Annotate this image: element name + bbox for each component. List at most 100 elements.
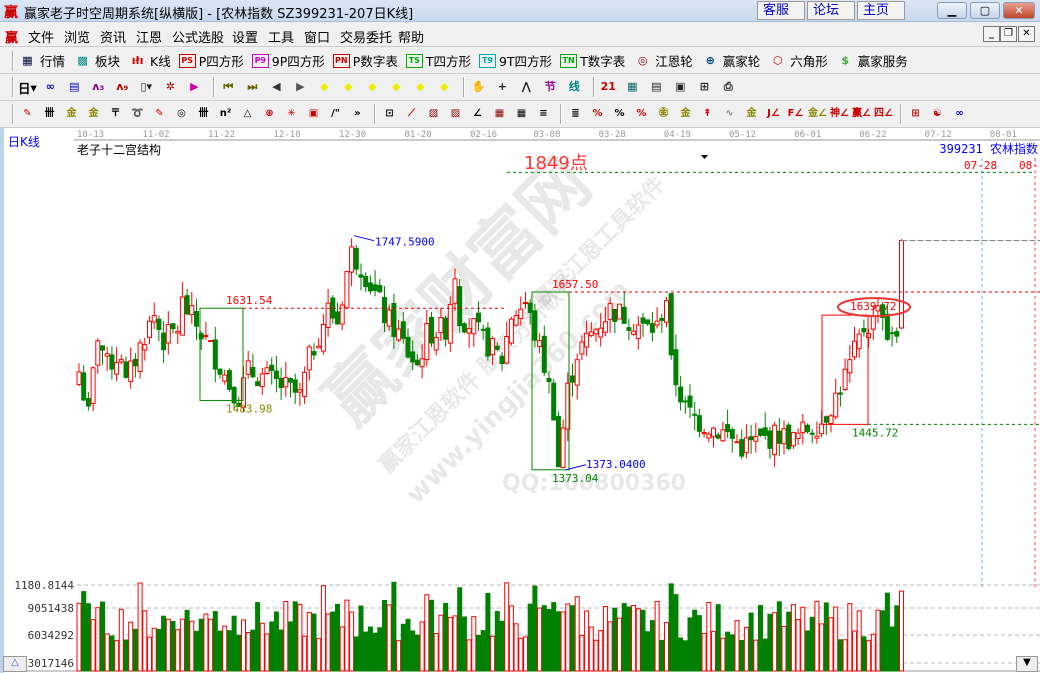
- notes-icon[interactable]: ▤: [651, 80, 662, 93]
- period-selector[interactable]: 日 ▾: [18, 79, 37, 96]
- toolbar-button-pn-box[interactable]: PN P数字表: [332, 51, 398, 70]
- flag-icon[interactable]: ▶: [190, 80, 199, 93]
- ruler-icon[interactable]: ≣: [571, 108, 580, 119]
- si-angle-icon[interactable]: 四∠: [874, 108, 893, 119]
- toolbar-button-ts-box[interactable]: TS T四方形: [405, 51, 471, 70]
- network-icon[interactable]: ⊞: [699, 80, 709, 93]
- mdi-close-button[interactable]: ✕: [1018, 26, 1035, 42]
- toolbar-button-sector-grid[interactable]: ▩ 板块: [73, 51, 120, 70]
- fan-icon[interactable]: ⟋: [408, 108, 415, 119]
- menu-3[interactable]: 江恩: [136, 31, 163, 46]
- toolbar-button-tn-box[interactable]: TN T数字表: [560, 51, 625, 70]
- grid2-icon[interactable]: ▦: [516, 108, 527, 119]
- mdi-minimize-button[interactable]: _: [983, 26, 1000, 42]
- grid-fan-icon[interactable]: ▨: [450, 108, 461, 119]
- n2-icon[interactable]: n²: [219, 108, 232, 119]
- shen-angle-icon[interactable]: 神∠: [830, 108, 849, 119]
- square-target-icon[interactable]: ▣: [308, 108, 319, 119]
- pattern-icon[interactable]: ✲: [165, 80, 175, 93]
- f-angle-icon[interactable]: F∠: [787, 108, 804, 119]
- save-icon[interactable]: ▣: [675, 80, 686, 93]
- menu-7[interactable]: 窗口: [304, 31, 331, 46]
- grid-icon[interactable]: ▦: [494, 108, 505, 119]
- last-icon[interactable]: ⏭: [247, 80, 258, 93]
- triangle-icon[interactable]: △: [243, 108, 252, 119]
- square-fan-icon[interactable]: ▧: [428, 108, 439, 119]
- mdi-restore-button[interactable]: ❐: [1000, 26, 1017, 42]
- first-icon[interactable]: ⏮: [223, 80, 234, 93]
- parallel-lines-icon[interactable]: 卌: [44, 108, 55, 119]
- candle-type-icon[interactable]: ▯▾: [140, 80, 153, 93]
- customer-service-link[interactable]: 客服: [757, 1, 805, 20]
- hand-icon[interactable]: ✋: [471, 80, 486, 93]
- more-icon[interactable]: »: [354, 108, 361, 119]
- menu-2[interactable]: 资讯: [100, 31, 127, 46]
- print-icon[interactable]: ⎙: [723, 80, 733, 93]
- toolbar-button-big-wheel[interactable]: ⊕ 赢家轮: [701, 51, 761, 70]
- toolbar-button-t9-box[interactable]: T9 9T四方形: [478, 51, 552, 70]
- menu-1[interactable]: 浏览: [64, 31, 91, 46]
- forum-link[interactable]: 论坛: [807, 1, 855, 20]
- slope-lines-icon[interactable]: ≡: [539, 108, 548, 119]
- prev-icon[interactable]: ◀: [272, 80, 281, 93]
- web-icon[interactable]: ✳: [287, 108, 296, 119]
- sine-icon[interactable]: ∿: [725, 108, 734, 119]
- angle-icon[interactable]: ∠: [473, 108, 482, 119]
- menu-0[interactable]: 文件: [28, 31, 55, 46]
- menu-4[interactable]: 公式选股: [172, 31, 225, 46]
- infinity-icon[interactable]: ∞: [955, 108, 964, 119]
- toolbar-button-dollar[interactable]: $ 赢家服务: [836, 51, 907, 70]
- circle-icon[interactable]: ◎: [177, 108, 186, 119]
- wave9-icon[interactable]: ʌ₉: [116, 80, 129, 93]
- toolbar-button-quote-table[interactable]: ▦ 行情: [18, 51, 65, 70]
- close-button[interactable]: ✕: [1003, 2, 1035, 19]
- target-icon[interactable]: ⊕: [265, 108, 274, 119]
- menu-8[interactable]: 交易委托: [340, 31, 393, 46]
- diamond-right-icon[interactable]: ◆: [344, 80, 353, 93]
- toolbar-button-p9-box[interactable]: P9 9P四方形: [251, 51, 325, 70]
- layout-icon[interactable]: ⊞: [911, 108, 920, 119]
- fib-icon[interactable]: 〒: [110, 108, 121, 119]
- percent-icon[interactable]: %: [614, 108, 625, 119]
- percent-lines-icon[interactable]: %: [636, 108, 647, 119]
- toolbar-button-ps-box[interactable]: PS P四方形: [178, 51, 244, 70]
- pen-icon[interactable]: ✎: [23, 108, 32, 119]
- crosshair-icon[interactable]: +: [497, 80, 507, 93]
- toolbar-button-candlestick[interactable]: ıłı K线: [128, 51, 171, 70]
- wave3-icon[interactable]: ʌ₃: [92, 80, 105, 93]
- gold-angle-icon[interactable]: 金∠: [808, 108, 827, 119]
- next-icon[interactable]: ▶: [296, 80, 305, 93]
- percent-slope-icon[interactable]: %: [592, 108, 603, 119]
- link-icon[interactable]: ∞: [45, 80, 55, 93]
- yinyang-icon[interactable]: ☯: [933, 108, 942, 119]
- menu-6[interactable]: 工具: [268, 31, 295, 46]
- diamond-h-icon[interactable]: ◆: [368, 80, 377, 93]
- cycle-icon[interactable]: 线: [568, 80, 580, 93]
- spiral-icon[interactable]: ➰: [131, 108, 144, 119]
- clipboard-icon[interactable]: ▤: [69, 80, 80, 93]
- maximize-button[interactable]: ▢: [970, 2, 1000, 19]
- calculator-icon[interactable]: ▦: [627, 80, 638, 93]
- eraser-icon[interactable]: ✎: [155, 108, 164, 119]
- scroll-down-button[interactable]: ▼: [1016, 656, 1038, 672]
- expand-panel-button[interactable]: △: [3, 656, 27, 672]
- angle-lines-icon[interactable]: /": [331, 108, 340, 119]
- gold-lines-icon[interactable]: 金: [680, 108, 691, 119]
- diamond-left-icon[interactable]: ◆: [320, 80, 329, 93]
- menu-9[interactable]: 帮助: [398, 31, 425, 46]
- diamond-cross-icon[interactable]: ◆: [416, 80, 425, 93]
- festival-icon[interactable]: 节: [544, 80, 556, 93]
- arrow-icon[interactable]: ↟: [703, 108, 712, 119]
- diamond-in-icon[interactable]: ◆: [392, 80, 401, 93]
- diamond-all-icon[interactable]: ◆: [440, 80, 449, 93]
- kline-chart[interactable]: 赢家财富网 赢家江恩软件 股票分析软件 www.yingjia360.com 赢家江恩…: [0, 128, 1040, 673]
- homepage-link[interactable]: 主页: [857, 1, 905, 20]
- gold-ratio2-icon[interactable]: 金: [88, 108, 99, 119]
- gold-coin-icon[interactable]: ㊎: [658, 108, 669, 119]
- toolbar-button-gann-wheel[interactable]: ◎ 江恩轮: [633, 51, 693, 70]
- gold-bar-icon[interactable]: 金: [746, 108, 757, 119]
- minimize-button[interactable]: ▁: [937, 2, 967, 19]
- box-icon[interactable]: ⊡: [385, 108, 394, 119]
- menu-5[interactable]: 设置: [232, 31, 259, 46]
